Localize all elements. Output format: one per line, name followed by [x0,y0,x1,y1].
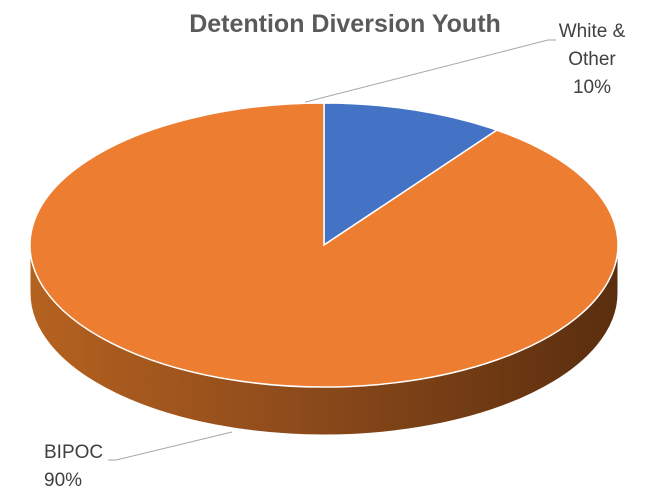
slice-name: White & Other [558,21,626,70]
leader-line-white-other [304,39,556,103]
leader-lines [108,39,556,461]
pie-slice-white-other [323,102,499,247]
slice-label-white-other: White & Other 10% [552,18,632,102]
leader-line-bipoc [108,431,233,461]
slice-percent: 10% [572,77,612,98]
slice-label-bipoc: BIPOC 90% [44,439,103,495]
pie-slice-bipoc [29,102,619,388]
slice-name: BIPOC [44,442,104,463]
slice-percent: 90% [44,470,83,491]
pie-top-face [29,102,619,388]
chart-title: Detention Diversion Youth [189,10,501,38]
